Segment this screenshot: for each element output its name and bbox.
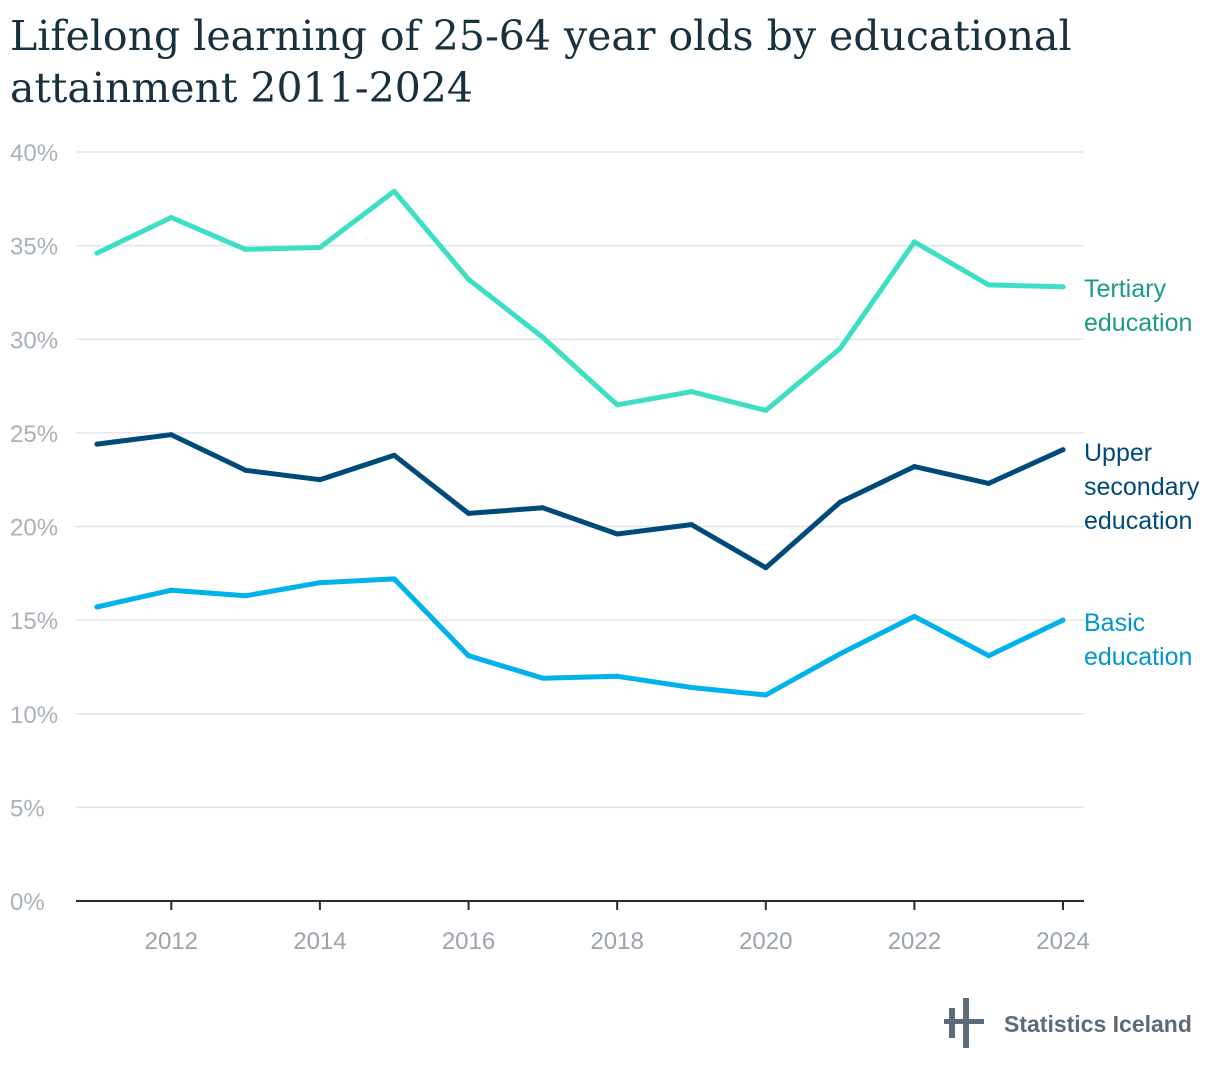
data-point-upper-secondary-education [540,505,546,511]
data-point-basic-education [243,593,249,599]
data-point-upper-secondary-education [94,441,100,447]
x-tick-label: 2020 [739,928,792,955]
data-point-basic-education [391,576,397,582]
data-point-upper-secondary-education [837,499,843,505]
y-tick-label: 0% [10,889,45,916]
series-label-line: secondary [1084,473,1200,501]
statistics-iceland-logo-icon [944,998,984,1048]
statistics-iceland-logo: Statistics Iceland [944,998,1192,1048]
series-label-line: Upper [1084,439,1152,467]
y-tick-label: 30% [10,327,58,354]
series-line-tertiary-education [94,188,1066,413]
y-tick-label: 10% [10,702,58,729]
data-point-upper-secondary-education [317,477,323,483]
x-tick-label: 2024 [1036,928,1089,955]
data-point-basic-education [540,675,546,681]
series-line-basic-education [94,576,1066,698]
data-point-basic-education [94,604,100,610]
data-point-tertiary-education [986,282,992,288]
data-point-basic-education [614,673,620,679]
data-point-tertiary-education [391,188,397,194]
series-line-upper-secondary-education [94,432,1066,571]
data-point-tertiary-education [168,215,174,221]
data-point-basic-education [466,653,472,659]
data-point-basic-education [911,613,917,619]
data-point-upper-secondary-education [763,565,769,571]
data-point-tertiary-education [1060,284,1066,290]
x-tick-label: 2016 [442,928,495,955]
series-label-line: education [1084,309,1192,337]
series-label-line: education [1084,643,1192,671]
series-labels: Tertiary education Upper secondary education… [1084,275,1200,671]
series-label-upper-secondary-education: Upper secondary education [1084,439,1200,535]
data-point-basic-education [1060,617,1066,623]
data-point-tertiary-education [94,250,100,256]
data-point-basic-education [688,685,694,691]
x-tick-label: 2012 [145,928,198,955]
series-label-line: Basic [1084,609,1145,637]
x-axis: 2012 2014 2016 2018 2020 2022 2024 [76,900,1090,955]
series-label-line: education [1084,507,1192,535]
data-point-upper-secondary-education [911,464,917,470]
data-point-tertiary-education [317,244,323,250]
x-tick-label: 2018 [590,928,643,955]
series-label-tertiary-education: Tertiary education [1084,275,1192,337]
data-point-upper-secondary-education [688,522,694,528]
statistics-iceland-logo-text: Statistics Iceland [1004,1011,1192,1037]
x-tick-label: 2014 [293,928,346,955]
data-point-tertiary-education [837,346,843,352]
data-point-tertiary-education [614,402,620,408]
x-tick-label: 2022 [888,928,941,955]
data-point-basic-education [168,587,174,593]
y-tick-label: 15% [10,608,58,635]
data-point-tertiary-education [466,276,472,282]
y-tick-label: 20% [10,515,58,542]
data-point-upper-secondary-education [1060,447,1066,453]
data-point-tertiary-education [540,334,546,340]
series-lines [94,188,1066,698]
data-point-basic-education [837,651,843,657]
data-point-upper-secondary-education [986,480,992,486]
data-point-upper-secondary-education [466,510,472,516]
data-point-upper-secondary-education [243,467,249,473]
data-point-upper-secondary-education [391,452,397,458]
y-tick-label: 40% [10,140,58,167]
data-point-upper-secondary-education [614,531,620,537]
data-point-tertiary-education [911,239,917,245]
data-point-basic-education [986,653,992,659]
y-tick-label: 25% [10,421,58,448]
y-tick-label: 35% [10,234,58,261]
series-label-basic-education: Basic education [1084,609,1192,671]
data-point-tertiary-education [243,246,249,252]
data-point-tertiary-education [763,407,769,413]
series-label-line: Tertiary [1084,275,1166,303]
data-point-upper-secondary-education [168,432,174,438]
data-point-basic-education [763,692,769,698]
y-axis-ticks: 0% 5% 10% 15% 20% 25% 30% 35% 40% [10,140,58,916]
y-tick-label: 5% [10,795,45,822]
data-point-tertiary-education [688,389,694,395]
chart-title: Lifelong learning of 25-64 year olds by … [10,12,1072,112]
data-point-basic-education [317,580,323,586]
